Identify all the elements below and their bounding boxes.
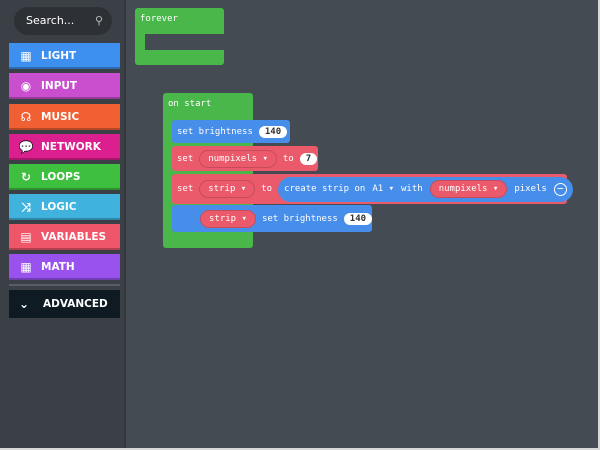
category-label: LIGHT xyxy=(41,50,77,62)
chat-icon: 💬 xyxy=(18,140,34,154)
toolbox-sidebar: Search... ⚲ ▦ LIGHT ◉ INPUT ☊ MUSIC 💬 NETWORK ↻ L… xyxy=(0,0,126,448)
shuffle-icon: ⤨ xyxy=(21,200,31,214)
set-label: set xyxy=(177,184,194,194)
search-icon[interactable]: ⚲ xyxy=(94,14,103,27)
set-brightness-block[interactable]: set brightness 140 xyxy=(172,120,290,143)
forever-label: forever xyxy=(140,14,178,24)
category-network[interactable]: 💬 NETWORK xyxy=(9,134,120,160)
set-numpixels-block[interactable]: set numpixels ▾ to 7 xyxy=(172,146,318,171)
category-label: MUSIC xyxy=(41,111,80,123)
grid-icon: ▦ xyxy=(20,49,32,63)
set-label: set xyxy=(177,153,194,164)
category-label: VARIABLES xyxy=(41,231,107,243)
category-label: LOGIC xyxy=(41,201,77,213)
list-icon: ▤ xyxy=(20,230,32,244)
with-label: with xyxy=(401,184,423,194)
category-input[interactable]: ◉ INPUT xyxy=(9,73,120,99)
minus-circle-icon[interactable]: − xyxy=(553,182,567,196)
forever-block-bottom xyxy=(135,50,224,65)
category-math[interactable]: ▦ MATH xyxy=(9,254,120,280)
calculator-icon: ▦ xyxy=(20,260,32,274)
category-logic[interactable]: ⤨ LOGIC xyxy=(9,194,120,220)
category-loops[interactable]: ↻ LOOPS xyxy=(9,164,120,190)
category-label: INPUT xyxy=(41,80,78,92)
on-start-label: on start xyxy=(168,99,212,109)
numpixels-value-input[interactable]: 7 xyxy=(299,152,318,165)
strip-set-brightness-block[interactable]: strip ▾ set brightness 140 xyxy=(172,205,373,232)
brightness-value-input[interactable]: 140 xyxy=(343,212,373,225)
pixels-label: pixels xyxy=(514,184,547,194)
chevron-down-icon: ⌄ xyxy=(19,297,30,311)
category-music[interactable]: ☊ MUSIC xyxy=(9,104,120,130)
category-label: ADVANCED xyxy=(43,298,108,310)
category-label: NETWORK xyxy=(41,141,101,153)
set-strip-block[interactable]: set strip ▾ to create strip on A1 ▾ with… xyxy=(172,174,573,204)
strip-variable-dropdown[interactable]: strip ▾ xyxy=(199,180,256,198)
forever-block-side xyxy=(135,34,145,54)
forever-block[interactable]: forever xyxy=(135,8,224,34)
category-light[interactable]: ▦ LIGHT xyxy=(9,43,120,69)
refresh-icon: ↻ xyxy=(20,170,32,184)
divider xyxy=(9,284,120,286)
numpixels-variable-dropdown[interactable]: numpixels ▾ xyxy=(199,149,277,168)
category-advanced[interactable]: ⌄ ADVANCED xyxy=(9,290,120,318)
brightness-value-input[interactable]: 140 xyxy=(258,125,288,138)
to-label: to xyxy=(261,184,273,194)
headphones-icon: ☊ xyxy=(20,110,32,124)
search-placeholder: Search... xyxy=(26,14,75,27)
numpixels-reporter[interactable]: numpixels ▾ xyxy=(429,180,508,198)
pin-dropdown[interactable]: A1 ▾ xyxy=(372,184,395,194)
block-label: set brightness xyxy=(177,126,253,137)
strip-variable-dropdown[interactable]: strip ▾ xyxy=(200,209,256,228)
category-label: MATH xyxy=(41,261,75,273)
category-label: LOOPS xyxy=(41,171,81,183)
category-variables[interactable]: ▤ VARIABLES xyxy=(9,224,120,250)
search-input[interactable]: Search... ⚲ xyxy=(14,7,112,35)
create-strip-label: create strip on xyxy=(284,184,366,194)
target-icon: ◉ xyxy=(20,79,32,93)
create-strip-block[interactable]: create strip on A1 ▾ with numpixels ▾ pi… xyxy=(278,176,573,202)
to-label: to xyxy=(282,153,294,164)
block-label: set brightness xyxy=(261,213,338,224)
